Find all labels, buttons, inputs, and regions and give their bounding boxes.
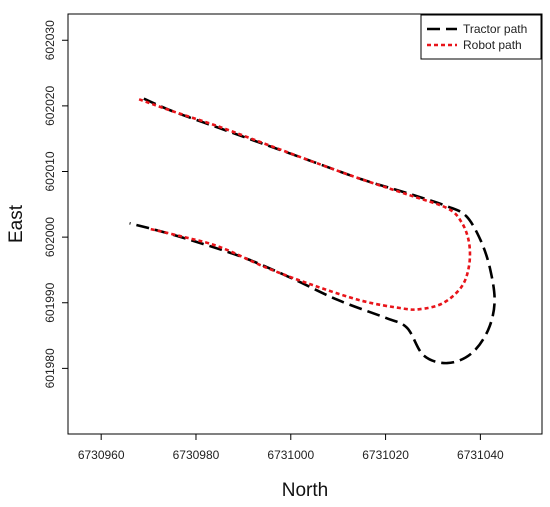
tractor-path-line xyxy=(129,97,496,365)
plot-frame xyxy=(67,13,543,435)
robot-path-line xyxy=(138,98,472,311)
x-tick-label: 6731040 xyxy=(457,448,504,462)
y-tick-label: 601980 xyxy=(43,348,57,388)
x-axis-title: North xyxy=(282,480,328,501)
y-tick-label: 602030 xyxy=(43,20,57,60)
series-layer xyxy=(129,97,496,365)
y-axis: 601980 601990 602000 602010 602020 602030 xyxy=(43,20,68,388)
y-tick-label: 602020 xyxy=(43,86,57,126)
legend: Tractor path Robot path xyxy=(420,14,542,60)
y-tick-label: 602000 xyxy=(43,217,57,257)
y-axis-title: East xyxy=(6,204,27,243)
x-axis: 6730960 6730980 6731000 6731020 6731040 xyxy=(78,434,504,462)
x-tick-label: 6731000 xyxy=(267,448,314,462)
x-tick-label: 6730980 xyxy=(173,448,220,462)
x-tick-label: 6730960 xyxy=(78,448,125,462)
legend-box xyxy=(420,14,542,60)
legend-label-tractor-path: Tractor path xyxy=(463,22,527,36)
legend-label-robot-path: Robot path xyxy=(463,38,522,52)
x-tick-label: 6731020 xyxy=(362,448,409,462)
y-tick-label: 602010 xyxy=(43,151,57,191)
y-tick-label: 601990 xyxy=(43,282,57,322)
